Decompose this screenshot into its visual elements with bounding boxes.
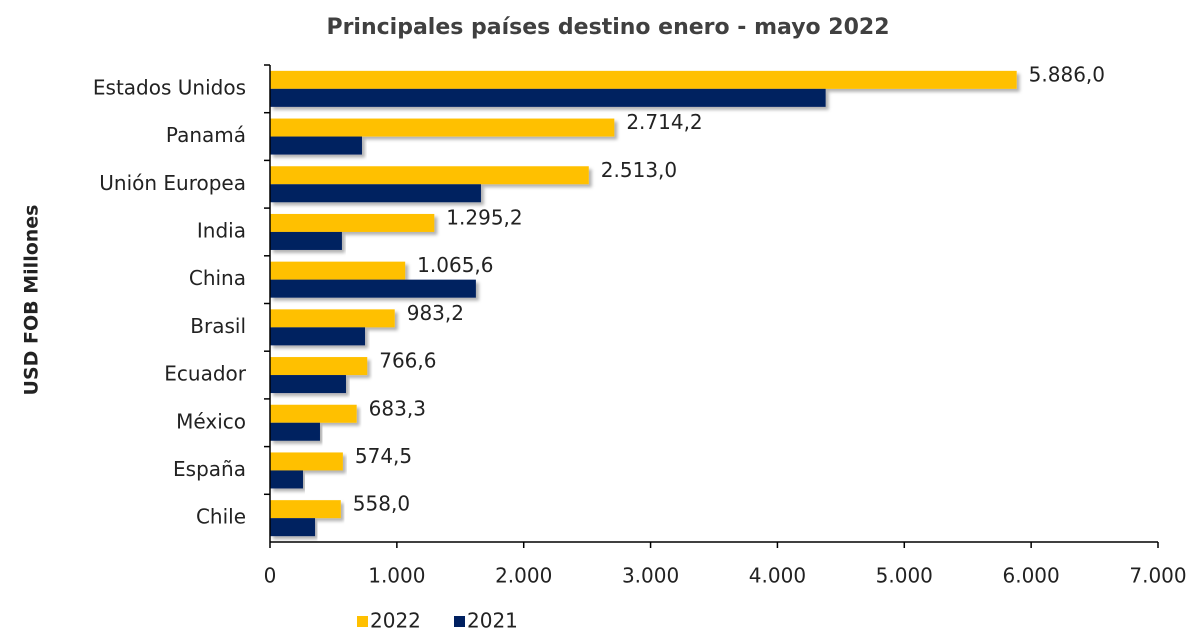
- bar: [270, 70, 1017, 89]
- legend-swatch: [357, 616, 368, 627]
- y-tick-label: China: [189, 266, 246, 290]
- bar: [270, 261, 406, 280]
- bar: [270, 357, 368, 376]
- x-tick-label: 7.000: [1129, 564, 1186, 588]
- x-tick-label: 3.000: [622, 564, 679, 588]
- data-label: 5.886,0: [1029, 62, 1105, 86]
- x-tick-label: 4.000: [749, 564, 806, 588]
- bar: [270, 422, 320, 441]
- y-tick-label: Panamá: [166, 123, 246, 147]
- bar: [270, 118, 615, 137]
- legend-swatch: [454, 616, 465, 627]
- x-tick-label: 0: [264, 564, 277, 588]
- x-tick-label: 1.000: [368, 564, 425, 588]
- data-label: 983,2: [407, 301, 464, 325]
- y-tick-label: Unión Europea: [99, 171, 246, 195]
- bar: [270, 375, 346, 394]
- bar: [270, 309, 395, 328]
- legend-label: 2022: [370, 609, 421, 633]
- y-axis-label: USD FOB Millones: [21, 205, 43, 396]
- bar: [270, 166, 589, 185]
- bar: [270, 518, 316, 537]
- data-label: 1.295,2: [446, 205, 522, 229]
- y-tick-label: México: [176, 409, 246, 433]
- bar: [270, 231, 342, 250]
- bar: [270, 213, 435, 232]
- data-label: 1.065,6: [417, 253, 493, 277]
- x-tick-label: 2.000: [495, 564, 552, 588]
- bar: [270, 184, 481, 203]
- bar: [270, 452, 343, 471]
- bar: [270, 500, 341, 519]
- y-tick-label: Estados Unidos: [93, 75, 246, 99]
- data-label: 2.714,2: [626, 110, 702, 134]
- y-tick-label: India: [197, 218, 246, 242]
- data-label: 2.513,0: [601, 158, 677, 182]
- y-tick-label: Brasil: [190, 314, 246, 338]
- x-tick-label: 6.000: [1003, 564, 1060, 588]
- bar: [270, 404, 357, 423]
- data-label: 683,3: [369, 396, 426, 420]
- data-label: 558,0: [353, 492, 410, 516]
- y-tick-label: España: [173, 457, 246, 481]
- bar: [270, 470, 303, 489]
- bar: [270, 327, 366, 346]
- y-tick-label: Chile: [196, 505, 246, 529]
- legend-label: 2021: [467, 609, 518, 633]
- x-tick-label: 5.000: [876, 564, 933, 588]
- chart-title: Principales países destino enero - mayo …: [326, 15, 889, 40]
- bar: [270, 279, 476, 298]
- y-tick-label: Ecuador: [164, 362, 246, 386]
- bar: [270, 136, 362, 155]
- bar: [270, 88, 826, 107]
- data-label: 574,5: [355, 444, 412, 468]
- data-label: 766,6: [379, 349, 436, 373]
